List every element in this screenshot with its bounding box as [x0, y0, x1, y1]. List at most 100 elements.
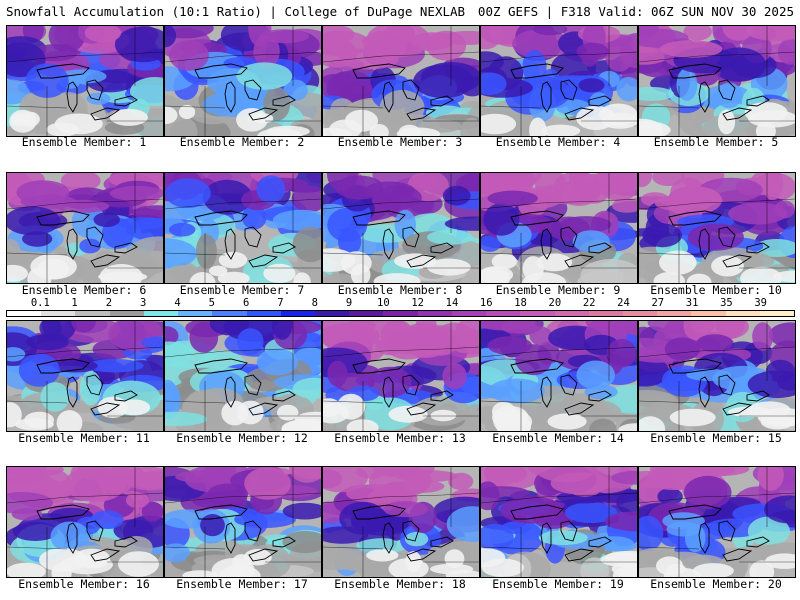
ensemble-member-label: Ensemble Member: 14 — [492, 431, 624, 445]
colorbar-swatch — [759, 311, 795, 316]
snowfall-map — [639, 173, 795, 283]
ensemble-member-label: Ensemble Member: 1 — [21, 135, 147, 149]
colorbar-swatch — [657, 311, 692, 316]
snowfall-colorbar: 0.1 1 2 3 4 5 6 7 8 9 10 12 14 16 18 20 22 24 27 31 35 39 — [6, 297, 795, 317]
colorbar-tick-label: 4 — [174, 297, 181, 309]
ensemble-member-label: Ensemble Member: 8 — [337, 283, 463, 297]
ensemble-map-panel — [6, 25, 164, 137]
model-valid-time: 00Z GEFS | F318 Valid: 06Z SUN NOV 30 20… — [477, 4, 794, 19]
ensemble-member-label: Ensemble Member: 9 — [495, 283, 621, 297]
ensemble-member-label: Ensemble Member: 17 — [176, 577, 308, 591]
colorbar-tick-label: 35 — [720, 297, 733, 309]
colorbar-tick-label: 10 — [377, 297, 390, 309]
colorbar-swatches — [6, 310, 795, 317]
colorbar-tick-label: 12 — [411, 297, 424, 309]
ensemble-map-panel — [322, 320, 480, 432]
colorbar-tick-label: 39 — [754, 297, 768, 309]
ensemble-map-panel — [638, 320, 796, 432]
colorbar-swatch — [212, 311, 247, 316]
colorbar-tick-label: 8 — [311, 297, 318, 309]
colorbar-swatch — [383, 311, 418, 316]
ensemble-map-panel — [6, 320, 164, 432]
colorbar-tick-label: 9 — [345, 297, 353, 309]
ensemble-member-label: Ensemble Member: 12 — [176, 431, 308, 445]
ensemble-map-panel — [480, 172, 638, 284]
ensemble-member-label: Ensemble Member: 13 — [334, 431, 466, 445]
ensemble-member-label: Ensemble Member: 16 — [18, 577, 150, 591]
snowfall-map — [639, 321, 795, 431]
colorbar-tick-label: 22 — [582, 297, 596, 309]
snowfall-map — [7, 173, 163, 283]
colorbar-swatch — [109, 311, 144, 316]
colorbar-tick-label: 0.1 — [30, 297, 50, 309]
snowfall-map — [323, 173, 479, 283]
snowfall-map — [323, 26, 479, 136]
colorbar-swatch — [75, 311, 110, 316]
ensemble-member-label: Ensemble Member: 11 — [18, 431, 150, 445]
colorbar-swatch — [486, 311, 521, 316]
snowfall-map — [165, 467, 321, 577]
colorbar-swatch — [451, 311, 487, 316]
snowfall-map — [639, 467, 795, 577]
colorbar-swatch — [7, 311, 42, 316]
ensemble-map-panel — [480, 320, 638, 432]
colorbar-swatch — [725, 311, 760, 316]
colorbar-swatch — [417, 311, 452, 316]
colorbar-swatch — [178, 311, 213, 316]
snowfall-map — [323, 467, 479, 577]
ensemble-map-panel — [638, 466, 796, 578]
colorbar-swatch — [280, 311, 315, 316]
ensemble-member-label: Ensemble Member: 19 — [492, 577, 624, 591]
colorbar-swatch — [691, 311, 726, 316]
ensemble-member-label: Ensemble Member: 10 — [650, 283, 782, 297]
colorbar-tick-label: 1 — [71, 297, 78, 309]
colorbar-tick-label: 16 — [479, 297, 493, 309]
snowfall-map — [7, 321, 163, 431]
ensemble-member-label: Ensemble Member: 20 — [650, 577, 782, 591]
snowfall-map — [481, 321, 637, 431]
colorbar-swatch — [246, 311, 281, 316]
ensemble-map-panel — [480, 25, 638, 137]
colorbar-swatch — [314, 311, 350, 316]
ensemble-member-label: Ensemble Member: 4 — [495, 135, 621, 149]
ensemble-member-label: Ensemble Member: 2 — [179, 135, 305, 149]
ensemble-map-panel — [6, 466, 164, 578]
colorbar-tick-label: 24 — [617, 297, 630, 309]
ensemble-member-label: Ensemble Member: 3 — [337, 135, 463, 149]
colorbar-tick-label: 7 — [277, 297, 284, 309]
snowfall-map — [7, 467, 163, 577]
snowfall-map — [481, 173, 637, 283]
ensemble-map-panel — [164, 320, 322, 432]
colorbar-swatch — [143, 311, 179, 316]
snowfall-map — [323, 321, 479, 431]
ensemble-member-label: Ensemble Member: 18 — [334, 577, 466, 591]
snowfall-map — [165, 26, 321, 136]
colorbar-tick-label: 2 — [105, 297, 113, 309]
colorbar-swatch — [41, 311, 76, 316]
ensemble-map-panel — [6, 172, 164, 284]
ensemble-member-label: Ensemble Member: 15 — [650, 431, 782, 445]
ensemble-member-label: Ensemble Member: 5 — [653, 135, 779, 149]
colorbar-tick-label: 6 — [242, 297, 250, 309]
snowfall-map — [481, 467, 637, 577]
snowfall-map — [165, 321, 321, 431]
colorbar-swatch — [622, 311, 658, 316]
colorbar-tick-label: 20 — [548, 297, 562, 309]
ensemble-map-panel — [164, 172, 322, 284]
colorbar-swatch — [520, 311, 555, 316]
colorbar-tick-label: 27 — [651, 297, 665, 309]
snowfall-map — [639, 26, 795, 136]
snowfall-map — [481, 26, 637, 136]
ensemble-map-panel — [164, 466, 322, 578]
ensemble-map-panel — [480, 466, 638, 578]
ensemble-map-panel — [322, 25, 480, 137]
colorbar-swatch — [349, 311, 384, 316]
map-title: Snowfall Accumulation (10:1 Ratio) | Col… — [6, 4, 466, 19]
colorbar-tick-label: 5 — [208, 297, 215, 309]
ensemble-map-panel — [638, 172, 796, 284]
ensemble-map-panel — [638, 25, 796, 137]
colorbar-tick-label: 31 — [685, 297, 699, 309]
colorbar-tick-label: 3 — [140, 297, 147, 309]
ensemble-member-label: Ensemble Member: 6 — [21, 283, 147, 297]
snowfall-map — [165, 173, 321, 283]
